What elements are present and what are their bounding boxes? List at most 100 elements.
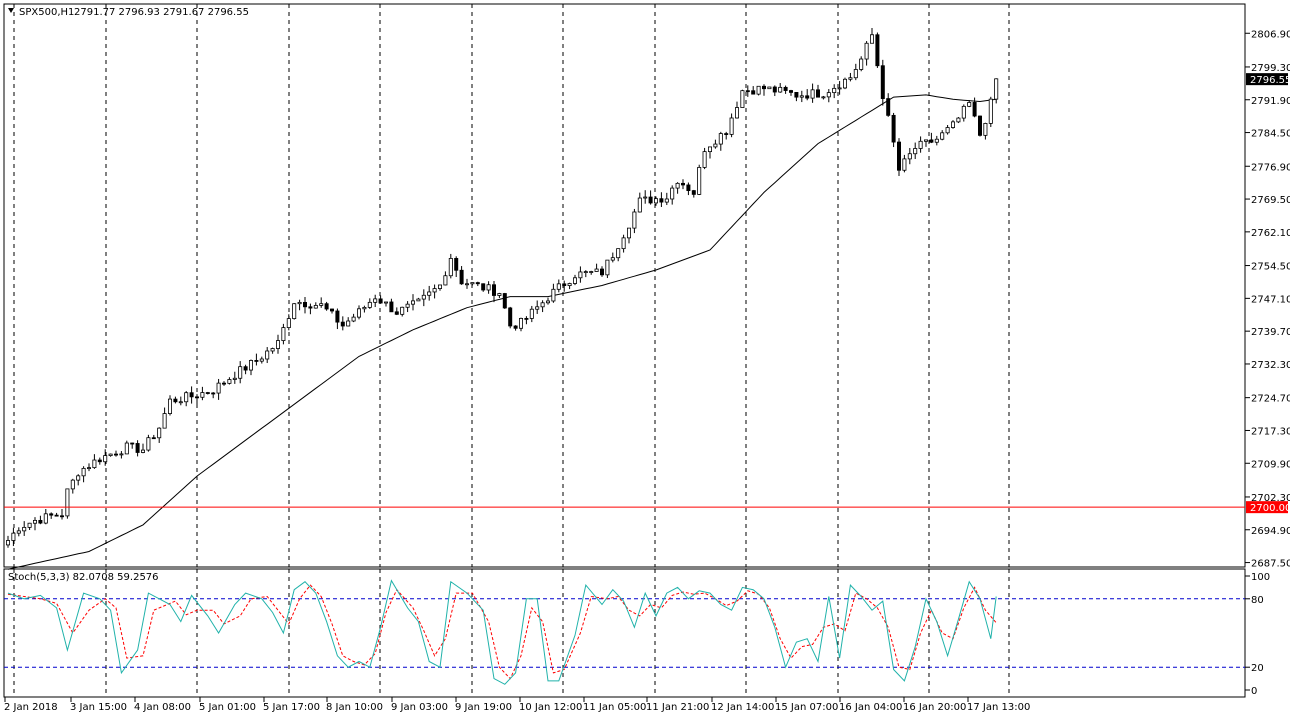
price-pane-frame	[3, 3, 1246, 568]
candle-body	[227, 379, 232, 384]
candle-body	[751, 90, 756, 95]
candle-body	[216, 382, 221, 394]
candle-body	[880, 65, 885, 99]
candle-body	[427, 291, 432, 296]
candle-body	[805, 95, 810, 99]
candle-body	[167, 398, 172, 414]
candle-body	[691, 190, 696, 195]
time-tick-label: 5 Jan 01:00	[199, 702, 256, 713]
candle-body	[275, 340, 280, 349]
candle-body	[972, 102, 977, 117]
candle-body	[270, 348, 275, 352]
candle-body	[967, 102, 972, 107]
candle-body	[783, 86, 788, 91]
time-tick-label: 3 Jan 15:00	[70, 702, 127, 713]
candle-body	[119, 453, 124, 456]
candle-body	[951, 121, 956, 128]
candle-body	[940, 132, 945, 140]
time-tick-label: 9 Jan 19:00	[455, 702, 512, 713]
candle-body	[54, 514, 59, 517]
candle-body	[97, 459, 102, 463]
candle-body	[416, 298, 421, 302]
price-tick-label: 2687.50	[1251, 559, 1290, 570]
candle-body	[675, 182, 680, 189]
stoch-lines	[7, 579, 997, 685]
candle-body	[627, 227, 632, 239]
candle-body	[437, 284, 442, 289]
vertical-grid	[13, 4, 1010, 697]
candle-body	[513, 325, 518, 329]
candle-body	[335, 310, 340, 323]
candle-body	[486, 284, 491, 291]
candle-body	[648, 196, 653, 204]
time-tick-label: 10 Jan 12:00	[519, 702, 582, 713]
candle-body	[897, 141, 902, 171]
candle-body	[924, 139, 929, 142]
candle-body	[92, 459, 97, 469]
time-tick-label: 16 Jan 04:00	[839, 702, 902, 713]
chart-title: SPX500,H1	[19, 7, 74, 18]
candle-body	[573, 277, 578, 284]
stoch-ticks: 100 80 20 0	[1245, 572, 1270, 697]
candle-body	[178, 401, 183, 404]
candle-body	[140, 449, 145, 453]
candle-body	[60, 515, 65, 518]
stochastic-pane: 100 80 20 0 Stoch(5,3,3) 82.0708 59.2576	[3, 568, 1270, 698]
candle-body	[724, 133, 729, 135]
candle-body	[254, 360, 259, 362]
candle-body	[356, 308, 361, 318]
candle-body	[351, 316, 356, 322]
candle-body	[907, 153, 912, 160]
time-tick-label: 12 Jan 14:00	[711, 702, 774, 713]
candle-body	[313, 305, 318, 309]
candle-body	[702, 151, 707, 168]
candle-body	[508, 307, 513, 327]
candle-body	[686, 184, 691, 192]
candle-body	[324, 303, 329, 310]
candle-body	[810, 89, 815, 99]
candle-body	[302, 301, 307, 308]
candle-body	[205, 392, 210, 394]
price-tick-label: 2791.90	[1251, 96, 1290, 107]
candle-body	[286, 318, 291, 329]
chart-menu-icon[interactable]	[8, 8, 14, 13]
stoch-levels	[4, 598, 1245, 668]
candle-body	[529, 308, 534, 319]
candle-body	[6, 540, 11, 546]
candle-body	[400, 306, 405, 315]
candle-body	[956, 117, 961, 123]
candle-body	[238, 366, 243, 379]
candle-body	[708, 146, 713, 153]
candle-body	[448, 258, 453, 277]
candle-body	[961, 105, 966, 119]
candle-body	[459, 269, 464, 285]
candle-body	[194, 396, 199, 399]
candle-body	[578, 271, 583, 279]
stoch-tick-label: 80	[1251, 595, 1264, 606]
candle-body	[22, 526, 27, 532]
stoch-main-line	[7, 579, 997, 685]
time-tick-label: 11 Jan 21:00	[646, 702, 709, 713]
price-tick-label: 2776.90	[1251, 162, 1290, 173]
candle-body	[978, 115, 983, 136]
price-tick-label: 2724.70	[1251, 394, 1290, 405]
price-tick-label: 2799.30	[1251, 63, 1290, 74]
candle-body	[713, 143, 718, 148]
time-tick-label: 4 Jan 08:00	[134, 702, 191, 713]
candle-body	[70, 479, 75, 490]
candle-body	[232, 377, 237, 380]
candle-body	[643, 196, 648, 199]
candle-body	[373, 298, 378, 303]
candle-body	[367, 301, 372, 308]
candle-body	[297, 301, 302, 305]
candle-body	[562, 283, 567, 286]
candle-body	[546, 300, 551, 304]
candle-body	[556, 283, 561, 290]
candle-body	[38, 519, 43, 524]
candle-body	[378, 298, 383, 304]
candle-body	[319, 303, 324, 306]
candle-body	[994, 78, 999, 100]
candle-body	[767, 86, 772, 90]
candle-body	[108, 453, 113, 456]
